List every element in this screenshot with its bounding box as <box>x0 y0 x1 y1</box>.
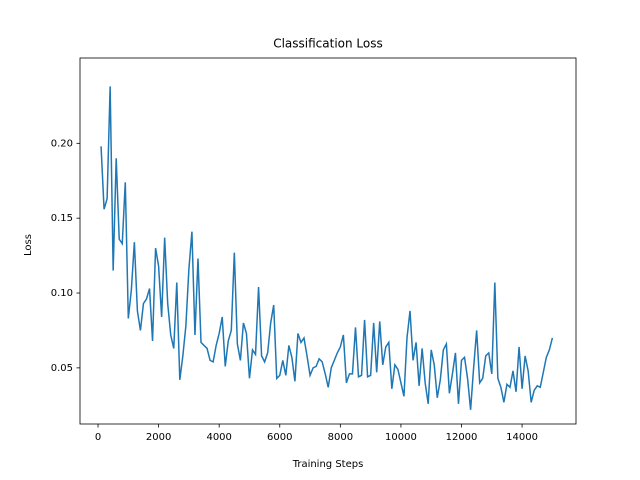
data-line <box>100 86 554 410</box>
x-axis-label: Training Steps <box>292 459 364 470</box>
x-tick-label: 14000 <box>506 432 538 443</box>
x-tick-label: 2000 <box>146 432 171 443</box>
plot-frame <box>79 57 577 425</box>
x-tick-label: 6000 <box>267 432 292 443</box>
x-tick-label: 10000 <box>385 432 417 443</box>
x-tick-label: 4000 <box>206 432 231 443</box>
y-tick-label: 0.15 <box>51 213 73 224</box>
y-axis-label: Loss <box>23 234 34 256</box>
y-tick-label: 0.05 <box>51 363 73 374</box>
x-tick-label: 12000 <box>446 432 478 443</box>
x-tick-label: 8000 <box>328 432 353 443</box>
x-tick-label: 0 <box>95 432 101 443</box>
y-tick-label: 0.10 <box>51 288 73 299</box>
chart-title: Classification Loss <box>273 37 383 51</box>
y-tick-label: 0.20 <box>51 138 73 149</box>
